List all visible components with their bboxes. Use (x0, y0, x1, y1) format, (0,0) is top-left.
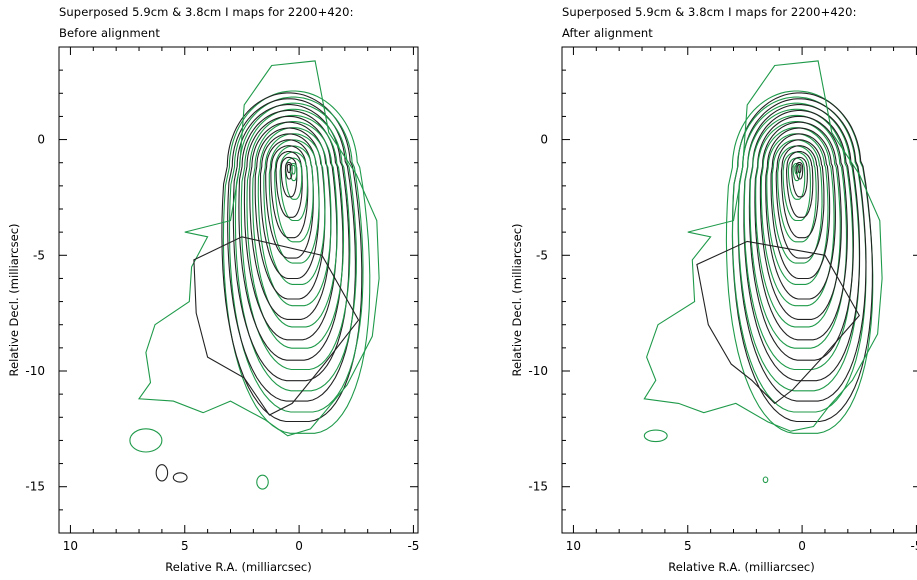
x-axis-label: Relative R.A. (milliarcsec) (668, 560, 814, 574)
left-title-line1: Superposed 5.9cm & 3.8cm I maps for 2200… (59, 5, 354, 19)
y-tick-label: -15 (528, 480, 548, 494)
contour-black (759, 121, 842, 320)
contour-green (755, 120, 841, 328)
contour-green-outer (643, 60, 883, 432)
right-title-line2: After alignment (562, 26, 653, 40)
y-tick-label: -10 (528, 364, 548, 378)
contour-green (240, 108, 351, 371)
contour-green (263, 133, 326, 285)
contour-black-outer (193, 236, 360, 416)
x-tick-label: -5 (910, 539, 917, 553)
x-tick-label: -5 (407, 539, 419, 553)
y-tick-label: -15 (25, 480, 45, 494)
contour-black (770, 133, 831, 280)
x-tick-label: 5 (181, 539, 189, 553)
plot-frame (561, 46, 917, 534)
y-tick-label: -5 (33, 248, 45, 262)
y-tick-label: -5 (536, 248, 548, 262)
contour-black (254, 127, 326, 300)
contour-group (129, 60, 380, 490)
contour-island-green (129, 428, 163, 453)
contour-black (791, 156, 808, 198)
y-tick-label: -10 (25, 364, 45, 378)
contour-green (279, 151, 308, 222)
contour-green (257, 127, 332, 307)
contour-green (246, 114, 345, 349)
y-axis-label: Relative Decl. (milliarcsec) (7, 224, 21, 377)
contour-black (280, 156, 298, 198)
contour-black (259, 133, 320, 280)
contour-black (221, 92, 363, 423)
contour-green-outer (137, 60, 380, 437)
contour-green (777, 145, 817, 243)
x-tick-label: 5 (684, 539, 692, 553)
x-tick-label: 0 (798, 539, 806, 553)
left-panel-before-alignment: Superposed 5.9cm & 3.8cm I maps for 2200… (0, 0, 458, 580)
x-tick-label: 10 (63, 539, 78, 553)
contour-black (786, 150, 814, 218)
x-tick-label: 10 (566, 539, 581, 553)
contour-black (285, 161, 293, 180)
contour-green (787, 157, 806, 200)
contour-green (782, 151, 811, 222)
y-tick-label: 0 (540, 133, 548, 147)
y-axis-label: Relative Decl. (milliarcsec) (510, 224, 524, 377)
contour-island-black (155, 464, 169, 482)
contour-island-green (762, 476, 769, 484)
contour-green (274, 145, 314, 243)
right-title-line1: Superposed 5.9cm & 3.8cm I maps for 2200… (562, 5, 857, 19)
contour-green (252, 120, 338, 328)
contour-black (275, 150, 303, 218)
contour-green (766, 133, 829, 285)
y-tick-label: 0 (37, 133, 45, 147)
left-title-line2: Before alignment (59, 26, 160, 40)
contour-black-outer (696, 240, 860, 405)
contour-black (265, 139, 314, 259)
contour-black (780, 145, 819, 239)
contour-black (797, 163, 802, 174)
contour-green (794, 164, 799, 175)
x-tick-label: 0 (295, 539, 303, 553)
contour-island-black (172, 472, 188, 483)
contour-green (268, 139, 320, 264)
contour-black (270, 145, 309, 239)
contour-island-green (256, 474, 269, 490)
contour-black (795, 161, 804, 180)
plot-frame (58, 46, 419, 534)
contour-green (291, 164, 296, 175)
right-panel-after-alignment: Superposed 5.9cm & 3.8cm I maps for 2200… (503, 0, 917, 580)
left-contour-plot: 10 5 0 -5 0 -5 -10 -15 Relative R.A. (milliarcse… (7, 46, 419, 574)
x-axis-label: Relative R.A. (milliarcsec) (165, 560, 311, 574)
contour-black (286, 163, 292, 174)
contour-green (222, 90, 371, 434)
contour-group (643, 60, 883, 484)
contour-black (243, 115, 338, 341)
contour-black (775, 139, 825, 259)
contour-green (749, 114, 848, 349)
contour-green (760, 127, 835, 307)
contour-green (228, 96, 364, 413)
contour-black (765, 127, 836, 300)
contour-black (238, 109, 344, 361)
contour-island-green (643, 429, 668, 443)
contour-black (249, 121, 332, 320)
right-contour-plot: 10 5 0 -5 0 -5 -10 -15 Relative R.A. (milliarcse… (510, 46, 917, 574)
contour-black (227, 98, 356, 402)
